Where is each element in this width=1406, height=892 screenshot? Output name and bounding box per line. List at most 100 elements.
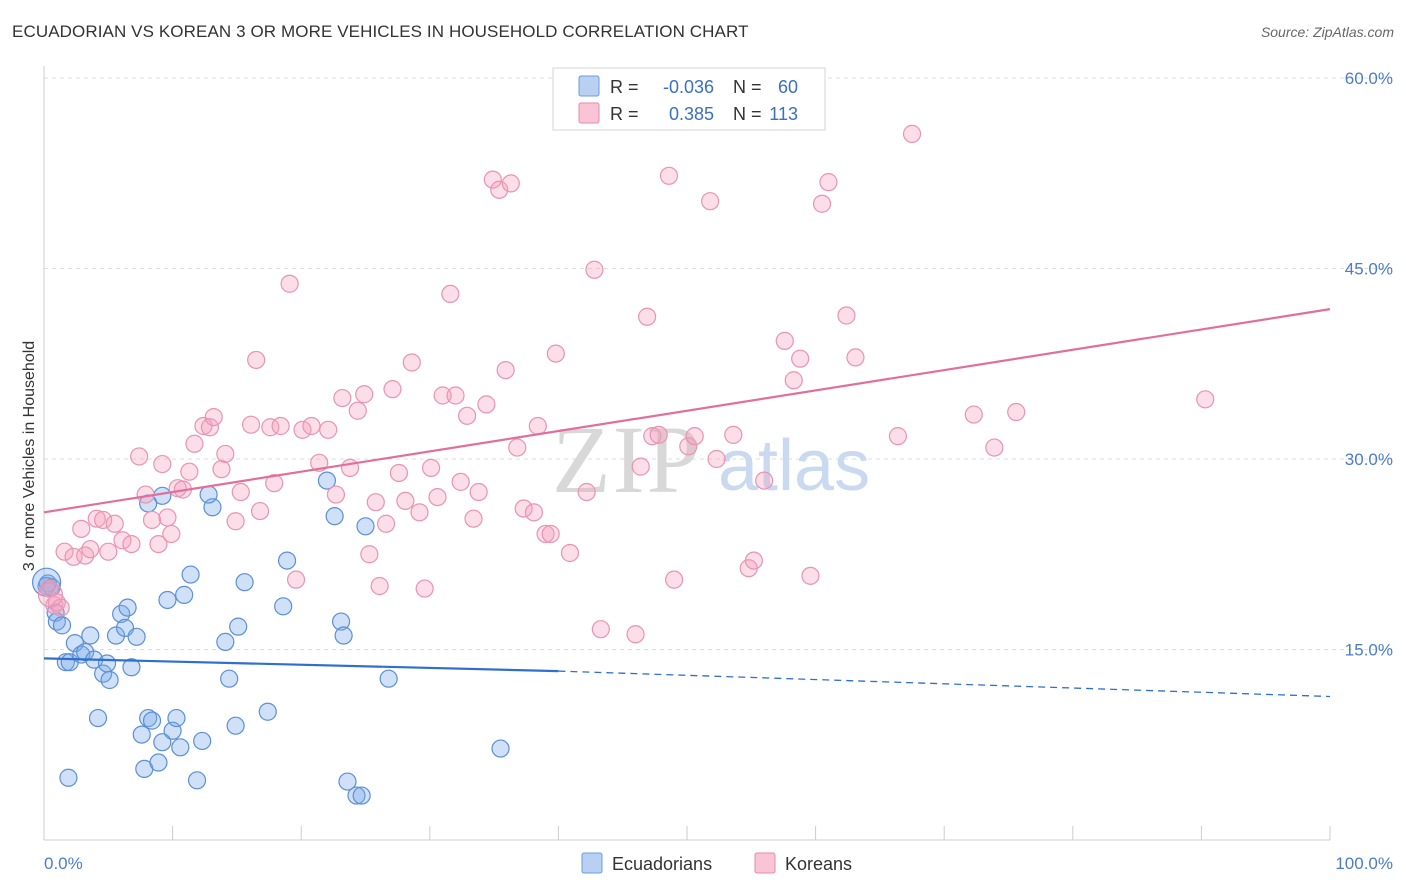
watermark-zip: ZIP <box>552 406 702 513</box>
korean-point <box>679 437 698 456</box>
ecuadorian-point <box>171 738 190 757</box>
ecuadorian-point <box>277 551 297 570</box>
korean-point <box>1007 402 1026 422</box>
y-tick-label: 30.0% <box>1345 450 1393 469</box>
axes <box>43 66 1331 841</box>
ecuadorian-point <box>100 670 119 690</box>
korean-point <box>649 425 668 444</box>
korean-point <box>591 620 610 639</box>
ecuadorian-point <box>175 585 194 604</box>
korean-point <box>784 371 803 390</box>
korean-point <box>55 542 74 561</box>
korean-point <box>441 284 460 303</box>
korean-point <box>280 274 299 293</box>
korean-point <box>64 547 83 566</box>
korean-point <box>180 462 199 481</box>
x-tick-label: 100.0% <box>1335 854 1393 873</box>
legend-swatch-ecuadorians <box>581 852 603 874</box>
ecuadorian-point <box>127 627 146 646</box>
ecuadorian-point <box>226 716 245 735</box>
korean-point <box>200 418 219 437</box>
ecuadorian-point <box>142 711 162 730</box>
korean-point <box>451 472 470 491</box>
korean-point <box>755 471 774 490</box>
ecuadorian-point <box>199 485 218 504</box>
korean-point <box>72 519 91 538</box>
korean-point <box>428 488 447 507</box>
korean-point <box>469 482 488 502</box>
legend-n-label: N = <box>733 104 762 124</box>
legend-r-label: R = <box>610 104 639 124</box>
korean-point <box>265 474 284 493</box>
korean-point <box>319 420 338 439</box>
korean-point <box>241 415 261 434</box>
korean-point <box>326 485 346 504</box>
korean-point <box>643 427 662 446</box>
legend-r-value: 0.385 <box>669 104 714 124</box>
ecuadorian-point <box>37 576 56 596</box>
korean-point <box>87 509 106 528</box>
korean-point <box>389 463 409 483</box>
korean-point <box>402 353 421 372</box>
ecuadorian-trend-extension <box>558 670 1331 698</box>
ecuadorian-point <box>187 771 207 790</box>
korean-point <box>366 493 385 512</box>
korean-point <box>271 416 290 436</box>
ecuadorian-point <box>158 590 177 610</box>
korean-point <box>791 349 810 368</box>
korean-point <box>536 524 555 544</box>
korean-point <box>130 447 149 466</box>
ecuadorian-point <box>491 739 510 758</box>
ecuadorian-point <box>216 632 235 651</box>
x-tick-label: 0.0% <box>44 854 83 873</box>
korean-point <box>142 510 162 530</box>
ecuadorian-point <box>338 772 357 791</box>
watermark-atlas: atlas <box>718 426 870 506</box>
ecuadorian-point <box>59 768 78 787</box>
korean-point <box>560 543 580 563</box>
ecuadorian-point <box>352 786 371 805</box>
korean-point <box>701 192 720 211</box>
ecuadorian-point <box>88 708 108 728</box>
korean-point <box>113 531 132 550</box>
korean-point <box>99 542 118 561</box>
legend-n-value: 60 <box>778 77 798 97</box>
korean-point <box>508 438 527 457</box>
trend-lines <box>43 308 1331 698</box>
ecuadorian-trend-line <box>43 657 559 673</box>
korean-point <box>626 625 645 644</box>
korean-point <box>496 361 515 380</box>
legend-label-ecuadorians: Ecuadorians <box>612 854 712 874</box>
ecuadorian-point <box>229 617 248 636</box>
korean-point <box>483 170 502 189</box>
korean-point <box>514 499 533 518</box>
korean-point <box>348 401 367 420</box>
ecuadorian-point <box>379 669 398 688</box>
korean-point <box>685 427 704 446</box>
korean-point <box>376 514 396 533</box>
korean-point <box>231 482 250 502</box>
korean-point <box>888 427 908 446</box>
korean-point <box>185 434 204 453</box>
korean-point <box>490 180 509 199</box>
korean-point-large <box>37 582 64 608</box>
korean-point <box>302 416 321 436</box>
chart-title: ECUADORIAN VS KOREAN 3 OR MORE VEHICLES … <box>12 22 749 41</box>
correlation-legend: R = -0.036 N = 60 R = 0.385 N = 113 <box>552 67 826 131</box>
korean-point <box>94 510 113 530</box>
korean-point <box>247 350 266 370</box>
korean-point <box>310 453 329 472</box>
korean-point <box>464 509 483 528</box>
legend-r-value: -0.036 <box>663 77 714 97</box>
tick-labels: 15.0% 30.0% 45.0% 60.0% 0.0% 100.0% <box>44 69 1393 873</box>
korean-point <box>212 460 231 479</box>
ecuadorian-points <box>31 471 510 805</box>
korean-point <box>837 306 856 325</box>
korean-point <box>446 386 465 405</box>
korean-point <box>204 407 223 427</box>
korean-point <box>707 449 726 469</box>
korean-point <box>501 174 520 193</box>
ecuadorian-point <box>325 507 344 526</box>
y-tick-label: 45.0% <box>1345 260 1393 279</box>
